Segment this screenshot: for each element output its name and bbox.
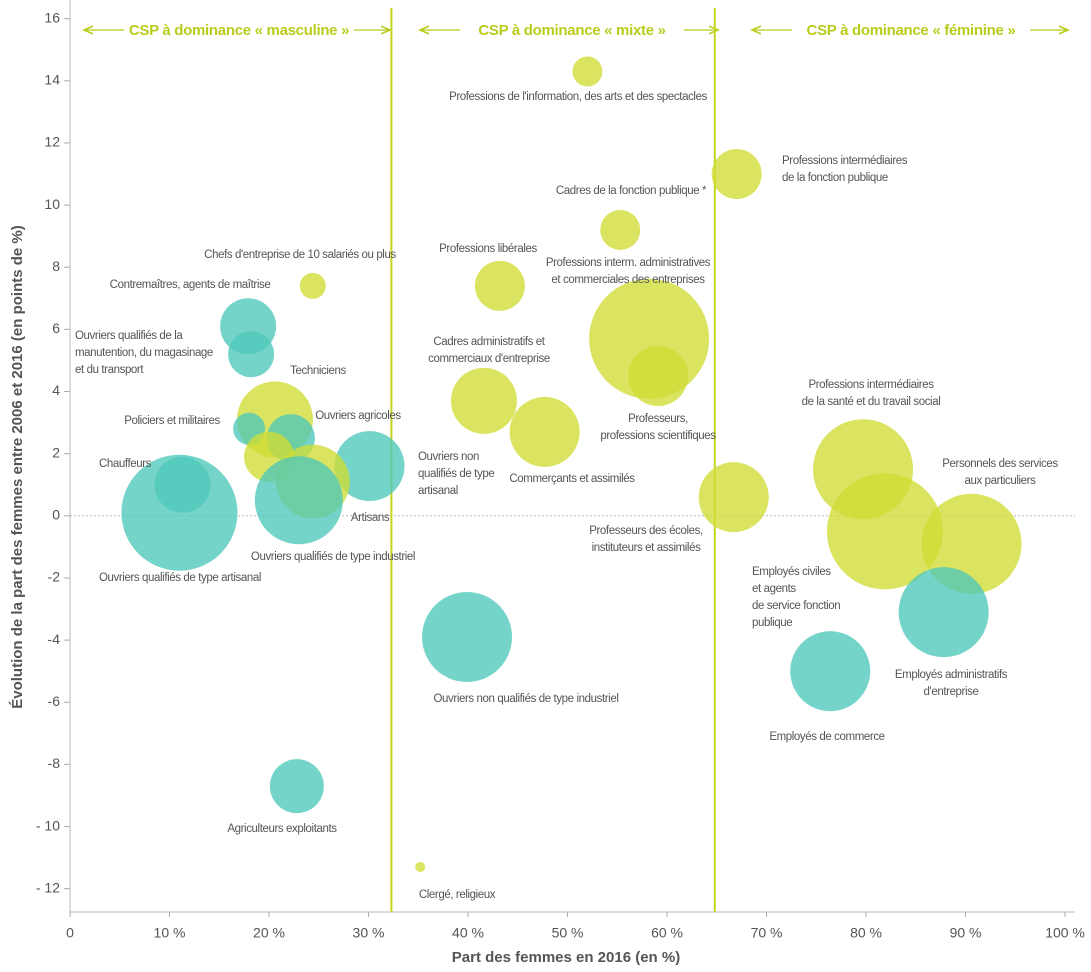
point-label: publique: [752, 617, 792, 629]
point-label: Professeurs,: [628, 413, 688, 425]
annotation: CSP à dominance « féminine »: [807, 22, 1016, 39]
point-label: de la santé et du travail social: [802, 396, 941, 408]
point-label: et agents: [752, 583, 796, 595]
point-label: Professions intermédiaires: [808, 379, 934, 391]
bubble: [269, 759, 324, 814]
x-tick-label: 70 %: [751, 925, 783, 941]
bubble: [509, 396, 580, 467]
y-tick-label: 8: [52, 258, 60, 274]
point-label: Cadres de la fonction publique *: [556, 185, 707, 197]
x-tick-label: 100 %: [1045, 925, 1085, 941]
x-tick-label: 80 %: [850, 925, 882, 941]
annotation: CSP à dominance « mixte »: [478, 22, 665, 39]
bubble: [628, 345, 689, 406]
point-label: de la fonction publique: [782, 172, 888, 184]
bubble: [898, 567, 989, 658]
point-label: Ouvriers qualifiés de la: [75, 330, 183, 342]
bubble: [254, 456, 343, 545]
x-tick-label: 30 %: [353, 925, 385, 941]
y-tick-label: 6: [52, 320, 60, 336]
y-tick-label: 16: [44, 9, 60, 25]
point-label: manutention, du magasinage: [75, 347, 213, 359]
bubble: [698, 462, 769, 533]
point-label: Commerçants et assimilés: [509, 473, 635, 485]
point-label: de service fonction: [752, 600, 840, 612]
bubble: [228, 331, 275, 378]
point-label: Clergé, religieux: [419, 889, 496, 901]
point-label: Professions intermédiaires: [782, 155, 908, 167]
x-axis-title: Part des femmes en 2016 (en %): [452, 949, 680, 966]
point-label: Ouvriers non qualifiés de type industrie…: [434, 693, 619, 705]
point-label: professions scientifiques: [600, 430, 716, 442]
x-tick-label: 60 %: [651, 925, 683, 941]
point-label: instituteurs et assimilés: [592, 542, 702, 554]
y-tick-label: 10: [44, 196, 60, 212]
y-tick-label: 12: [44, 134, 60, 150]
point-label: Agriculteurs exploitants: [227, 823, 337, 835]
bubble: [826, 473, 943, 590]
annotation: CSP à dominance « masculine »: [129, 22, 349, 39]
point-label: Employés administratifs: [895, 669, 1008, 681]
bubble: [415, 861, 426, 872]
point-label: Techniciens: [290, 365, 346, 377]
x-tick-label: 40 %: [452, 925, 484, 941]
bubble: [450, 367, 517, 434]
point-label: artisanal: [418, 485, 458, 497]
point-label: Artisans: [351, 512, 390, 524]
point-label: d'entreprise: [924, 686, 979, 698]
bubble: [334, 431, 405, 502]
point-label: Contremaîtres, agents de maîtrise: [110, 279, 271, 291]
y-tick-label: -8: [48, 755, 61, 771]
point-label: et commerciales des entreprises: [551, 274, 705, 286]
y-tick-label: 14: [44, 71, 60, 87]
point-label: Chefs d'entreprise de 10 salariés ou plu…: [204, 249, 396, 261]
x-tick-label: 0: [66, 925, 74, 941]
y-tick-label: 0: [52, 507, 60, 523]
point-label: Professions interm. administratives: [546, 257, 711, 269]
y-tick-label: -6: [48, 693, 61, 709]
point-label: aux particuliers: [965, 475, 1037, 487]
point-label: et du transport: [75, 364, 144, 376]
x-tick-label: 10 %: [154, 925, 186, 941]
bubble: [572, 56, 603, 87]
point-label: Professions de l'information, des arts e…: [449, 91, 708, 103]
point-label: qualifiés de type: [418, 468, 494, 480]
y-tick-label: -4: [48, 631, 61, 647]
point-label: commerciaux d'entreprise: [428, 353, 550, 365]
point-label: Employés de commerce: [769, 731, 884, 743]
point-label: Policiers et militaires: [124, 415, 220, 427]
y-tick-label: 4: [52, 382, 60, 398]
y-tick-label: - 10: [36, 817, 60, 833]
x-tick-label: 50 %: [552, 925, 584, 941]
bubble: [711, 149, 762, 200]
bubble: [422, 592, 513, 683]
point-label: Ouvriers agricoles: [315, 410, 401, 422]
y-tick-label: 2: [52, 444, 60, 460]
point-label: Employés civiles: [752, 566, 831, 578]
point-label: Cadres administratifs et: [433, 336, 545, 348]
y-axis-title: Évolution de la part des femmes entre 20…: [9, 225, 26, 709]
x-tick-label: 20 %: [253, 925, 285, 941]
point-label: Professions libérales: [439, 243, 537, 255]
bubble: [600, 209, 641, 250]
y-tick-label: -2: [48, 569, 61, 585]
bubble: [790, 631, 871, 712]
point-label: Ouvriers non: [418, 451, 479, 463]
y-tick-label: - 12: [36, 879, 60, 895]
bubble: [299, 272, 326, 299]
bubble: [121, 454, 238, 571]
point-label: Personnels des services: [942, 458, 1058, 470]
bubble: [474, 260, 525, 311]
point-label: Chauffeurs: [99, 458, 152, 470]
x-tick-label: 90 %: [950, 925, 982, 941]
point-label: Ouvriers qualifiés de type artisanal: [99, 572, 261, 584]
point-label: Ouvriers qualifiés de type industriel: [251, 551, 415, 563]
point-label: Professeurs des écoles,: [589, 525, 703, 537]
